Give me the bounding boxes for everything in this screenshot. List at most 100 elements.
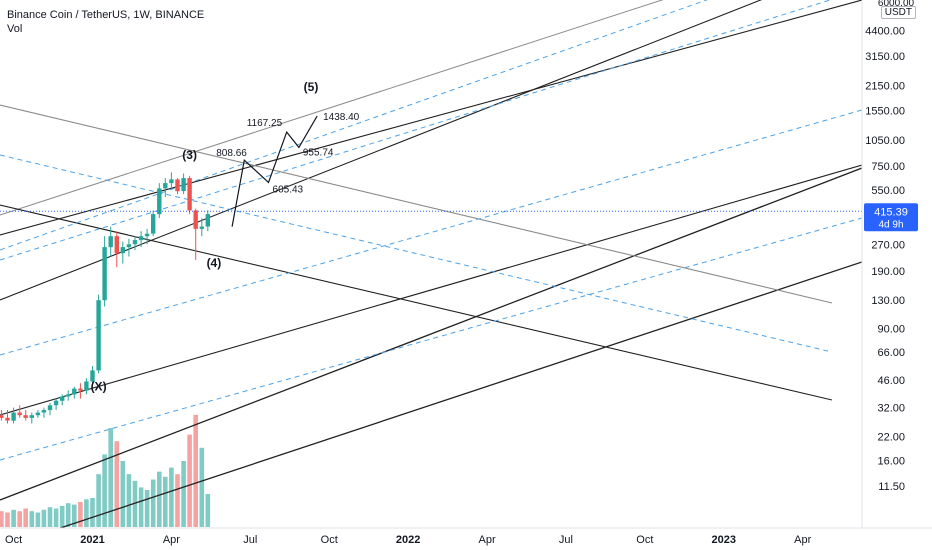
- candle-body: [102, 247, 107, 301]
- channel-line[interactable]: [0, 0, 862, 236]
- volume-bar: [108, 428, 113, 527]
- time-tick-label: 2022: [396, 534, 420, 546]
- wave-label: (4): [207, 256, 222, 270]
- plot-area[interactable]: 808.66 605.43 1167.25 955.74 1438.40 (X) (3) (4…: [0, 0, 862, 548]
- candle-body: [193, 210, 198, 229]
- chart-header: Binance Coin / TetherUS, 1W, BINANCE Vol: [7, 8, 204, 36]
- time-tick-label: Apr: [794, 534, 811, 546]
- price-tick-label: 190.00: [871, 266, 905, 278]
- price-tick-label: 270.00: [871, 239, 905, 251]
- time-tick-label: Oct: [5, 534, 22, 546]
- channel-line[interactable]: [0, 0, 862, 301]
- candle-body: [169, 179, 174, 184]
- channel-line[interactable]: [0, 164, 862, 416]
- price-tick-label: 550.00: [871, 185, 905, 197]
- volume-bar: [84, 499, 89, 527]
- projection-path[interactable]: [231, 115, 318, 227]
- wave-label: (3): [182, 148, 197, 162]
- volume-bar: [102, 454, 107, 527]
- candle-body: [35, 412, 41, 416]
- volume-bar: [150, 479, 156, 527]
- candle-body: [0, 415, 4, 418]
- candle-body: [126, 244, 132, 248]
- price-tick-label: 4400.00: [865, 25, 905, 37]
- candle-body: [72, 388, 77, 395]
- volume-bar: [205, 494, 211, 527]
- candle-body: [5, 417, 10, 421]
- dashed-channel-line[interactable]: [0, 154, 833, 353]
- candle-body: [181, 178, 186, 192]
- time-tick-label: Apr: [163, 534, 180, 546]
- volume-bar: [17, 511, 22, 527]
- volume-bar: [11, 509, 16, 527]
- time-tick-label: Jul: [559, 534, 573, 546]
- time-tick-label: Apr: [478, 534, 495, 546]
- candle-body: [90, 370, 95, 382]
- volume-bar: [114, 441, 120, 527]
- volume-bar: [175, 474, 180, 527]
- price-tick-label: 130.00: [871, 295, 905, 307]
- candle-body: [120, 247, 125, 254]
- candle-body: [11, 412, 16, 421]
- projection-label: 1438.40: [323, 112, 360, 123]
- volume-bar: [187, 434, 192, 527]
- candle-body: [66, 394, 71, 397]
- volume-bar: [65, 503, 71, 527]
- price-tick-label: 6000.00: [878, 0, 915, 9]
- price-tick-label: 66.00: [877, 347, 905, 359]
- candle-body: [151, 214, 156, 234]
- symbol-title[interactable]: Binance Coin / TetherUS, 1W, BINANCE: [7, 9, 205, 21]
- candle-body: [199, 226, 204, 229]
- time-tick-label: Jul: [243, 534, 257, 546]
- volume-bar: [41, 509, 47, 527]
- price-tick-label: 2150.00: [865, 80, 905, 92]
- candle-body: [17, 412, 22, 416]
- candle-body: [205, 214, 210, 227]
- candle-body: [41, 410, 47, 413]
- volume-bar: [47, 507, 53, 527]
- price-tick-label: 22.00: [877, 431, 905, 443]
- price-tick-label: 1050.00: [865, 135, 905, 147]
- volume-bar: [78, 501, 83, 527]
- wave-label: (5): [304, 80, 319, 94]
- wave-label: (X): [91, 380, 107, 394]
- candle-body: [47, 405, 53, 411]
- last-price-badge[interactable]: [864, 203, 918, 232]
- channel-line[interactable]: [0, 0, 862, 216]
- volume-bar: [120, 461, 126, 527]
- volume-bar: [35, 512, 41, 527]
- volume-indicator-label[interactable]: Vol: [7, 23, 23, 35]
- volume-bar: [53, 508, 59, 527]
- candle-body: [163, 183, 168, 189]
- volume-bar: [169, 467, 174, 527]
- candle-body: [132, 240, 138, 245]
- candle-body: [108, 236, 113, 248]
- volume-bar: [126, 474, 132, 527]
- price-unit-badge[interactable]: USDT: [880, 6, 916, 19]
- candle-body: [138, 236, 144, 241]
- price-tick-label: 46.00: [877, 375, 905, 387]
- volume-bar: [59, 505, 65, 527]
- projection-label: 1167.25: [247, 118, 283, 129]
- channel-line[interactable]: [0, 261, 862, 548]
- volume-bar: [163, 476, 168, 527]
- dashed-channel-line[interactable]: [0, 109, 862, 356]
- volume-bar: [23, 508, 28, 527]
- price-tick-label: 90.00: [877, 323, 905, 335]
- channel-line[interactable]: [0, 204, 833, 401]
- volume-bar: [5, 512, 10, 527]
- candle-body: [78, 388, 83, 391]
- price-tick-label: 3150.00: [865, 51, 905, 63]
- volume-bar: [157, 471, 162, 527]
- projection-label: 605.43: [273, 184, 304, 195]
- time-tick-label: Oct: [321, 534, 338, 546]
- price-tick-label: 750.00: [871, 161, 905, 173]
- channel-line[interactable]: [0, 104, 833, 304]
- dashed-channel-line[interactable]: [0, 0, 862, 261]
- candle-body: [114, 236, 119, 254]
- channel-line[interactable]: [0, 167, 862, 501]
- volume-bar: [138, 487, 144, 527]
- volume-bar: [72, 504, 77, 527]
- volume-bar: [199, 447, 205, 527]
